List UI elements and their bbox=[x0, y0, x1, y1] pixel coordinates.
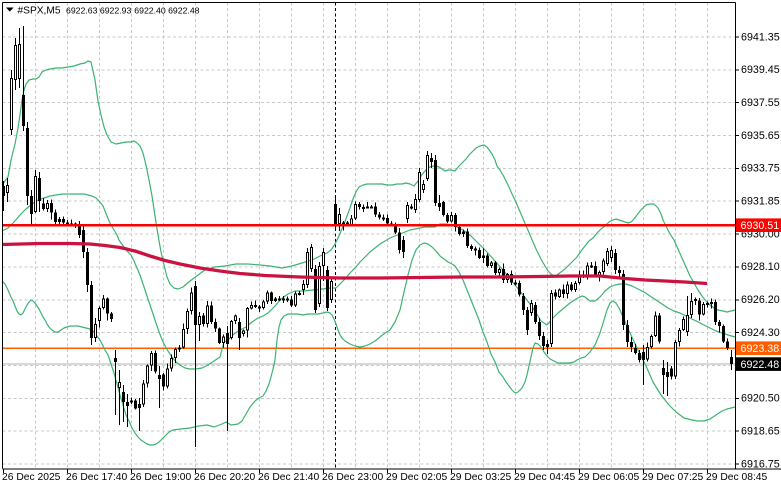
svg-text:6920.50: 6920.50 bbox=[741, 393, 780, 405]
svg-text:29 Dec 02:05: 29 Dec 02:05 bbox=[386, 472, 448, 483]
svg-text:29 Dec 03:25: 29 Dec 03:25 bbox=[450, 472, 512, 483]
svg-text:6922.48: 6922.48 bbox=[741, 359, 780, 371]
svg-text:6922.48: 6922.48 bbox=[168, 5, 200, 15]
svg-text:26 Dec 21:40: 26 Dec 21:40 bbox=[258, 472, 320, 483]
svg-text:6922.63: 6922.63 bbox=[66, 5, 98, 15]
svg-text:6922.93: 6922.93 bbox=[100, 5, 132, 15]
svg-text:6937.55: 6937.55 bbox=[741, 97, 780, 109]
svg-text:6935.65: 6935.65 bbox=[741, 130, 780, 142]
svg-text:6930.51: 6930.51 bbox=[741, 220, 780, 232]
svg-text:6922.40: 6922.40 bbox=[134, 5, 166, 15]
svg-text:6924.30: 6924.30 bbox=[741, 327, 780, 339]
svg-text:6928.10: 6928.10 bbox=[741, 261, 780, 273]
svg-text:26 Dec 20:20: 26 Dec 20:20 bbox=[194, 472, 256, 483]
svg-text:6918.65: 6918.65 bbox=[741, 426, 780, 438]
svg-text:6939.45: 6939.45 bbox=[741, 64, 780, 76]
svg-text:26 Dec 17:40: 26 Dec 17:40 bbox=[66, 472, 128, 483]
svg-text:29 Dec 08:45: 29 Dec 08:45 bbox=[706, 472, 768, 483]
svg-text:#SPX,M5: #SPX,M5 bbox=[18, 6, 61, 17]
svg-text:6923.38: 6923.38 bbox=[741, 343, 780, 355]
svg-text:29 Dec 04:45: 29 Dec 04:45 bbox=[514, 472, 576, 483]
svg-text:6933.75: 6933.75 bbox=[741, 163, 780, 175]
svg-text:6926.20: 6926.20 bbox=[741, 294, 780, 306]
svg-text:26 Dec 19:00: 26 Dec 19:00 bbox=[130, 472, 192, 483]
svg-text:6941.35: 6941.35 bbox=[741, 31, 780, 43]
svg-text:29 Dec 07:25: 29 Dec 07:25 bbox=[642, 472, 704, 483]
svg-text:26 Dec 2025: 26 Dec 2025 bbox=[2, 472, 61, 483]
svg-text:26 Dec 23:00: 26 Dec 23:00 bbox=[322, 472, 384, 483]
svg-text:6931.85: 6931.85 bbox=[741, 196, 780, 208]
svg-text:29 Dec 06:05: 29 Dec 06:05 bbox=[578, 472, 640, 483]
svg-text:6916.75: 6916.75 bbox=[741, 458, 780, 470]
